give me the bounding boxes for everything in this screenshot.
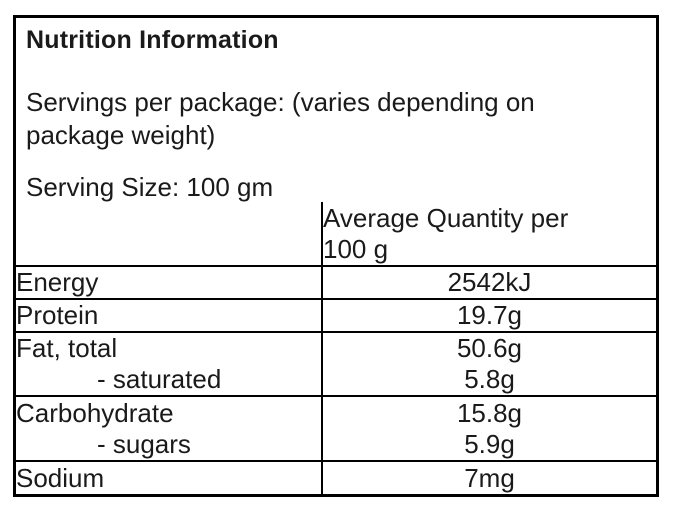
table-row-carbohydrate: Carbohydrate - sugars 15.8g 5.9g xyxy=(16,395,656,462)
row-value-group: 50.6g 5.8g xyxy=(321,331,656,397)
servings-per-package-text: Servings per package: (varies depending … xyxy=(26,87,535,150)
label-title: Nutrition Information xyxy=(26,26,279,54)
row-value: 2542kJ xyxy=(321,265,656,300)
nutrition-label: Nutrition Information Servings per packa… xyxy=(13,15,659,497)
row-value: 7mg xyxy=(321,460,656,494)
row-label: Sodium xyxy=(16,460,323,494)
sub-row-label: - sugars xyxy=(97,428,191,459)
sub-row-value: 5.9g xyxy=(464,428,515,459)
table-header-row: Average Quantity per 100 g xyxy=(16,202,656,267)
value-column-header: Average Quantity per 100 g xyxy=(321,202,656,267)
nutrition-table: Average Quantity per 100 g Energy 2542kJ… xyxy=(16,202,656,494)
row-value-group: 15.8g 5.9g xyxy=(321,395,656,462)
sub-row-value: 5.8g xyxy=(464,364,515,394)
table-row-energy: Energy 2542kJ xyxy=(16,265,656,300)
row-value: 50.6g xyxy=(456,333,523,363)
row-label: Fat, total xyxy=(16,333,118,363)
row-value: 15.8g xyxy=(456,397,523,428)
table-row-protein: Protein 19.7g xyxy=(16,298,656,333)
empty-header-cell xyxy=(16,202,323,267)
row-label-group: Carbohydrate - sugars xyxy=(16,395,323,462)
row-label: Protein xyxy=(16,298,323,333)
row-label: Carbohydrate xyxy=(16,397,174,428)
table-row-fat: Fat, total - saturated 50.6g 5.8g xyxy=(16,331,656,397)
serving-size-text: Serving Size: 100 gm xyxy=(26,172,274,202)
row-label-group: Fat, total - saturated xyxy=(16,331,323,397)
sub-row-label: - saturated xyxy=(97,364,222,394)
table-row-sodium: Sodium 7mg xyxy=(16,460,656,494)
row-value: 19.7g xyxy=(321,298,656,333)
row-label: Energy xyxy=(16,265,323,300)
label-header-section: Nutrition Information Servings per packa… xyxy=(16,18,656,202)
